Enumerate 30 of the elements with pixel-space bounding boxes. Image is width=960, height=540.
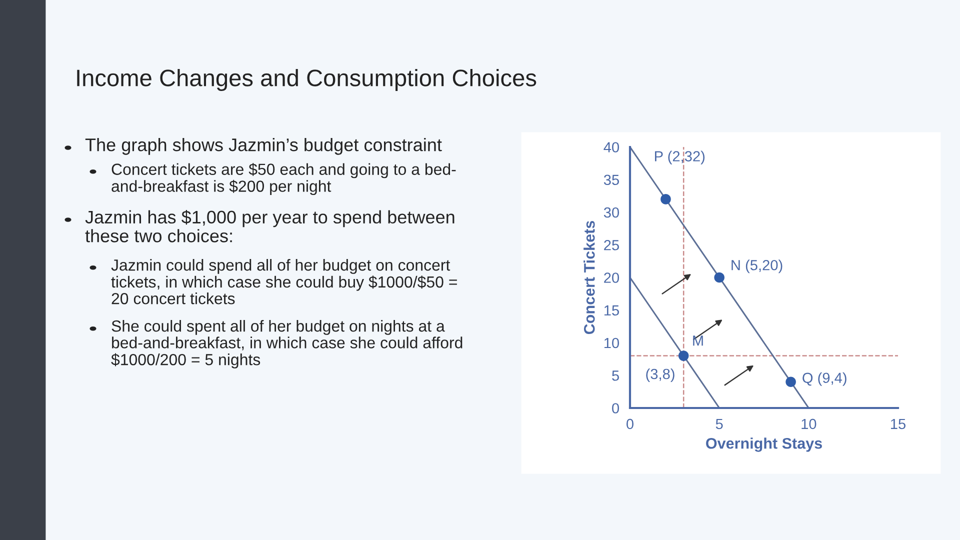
text: Jazmin could spend all of her budget on concert tickets, in which case she could buy $1000/$50 = 20 concert tickets [111,259,457,304]
text: Jazmin has $1,000 per year to spend between these two choices: [85,210,454,242]
x-tick-label: 15 [891,418,906,430]
point [678,350,689,361]
y-tick-label: 20 [604,272,620,283]
y-tick-label: 5 [612,370,619,381]
text: Income Changes and Consumption Choices [77,68,536,92]
y-tick-label: 15 [604,305,619,316]
y-tick-label: 0 [612,403,620,414]
text: The graph shows Jazmin’s budget constraint [85,138,442,155]
x-axis-title: Overnight Stays [706,438,822,452]
annotation: Q (9,4) [802,372,846,386]
y-tick-label: 30 [604,207,620,218]
y-axis-title: Concert Tickets [584,220,595,334]
x-tick-label: 0 [626,418,634,430]
annotation: (3,8) [646,368,674,382]
annotation: N (5,20) [732,260,782,274]
annotation: P (2,32) [655,150,705,164]
point [786,376,796,388]
text: She could spent all of her budget on nights at a bed-and-breakfast, in which case she could afford $1000/200 = 5 nights [111,320,462,368]
y-tick-label: 10 [604,338,620,348]
text: Concert tickets are $50 each and going to a bed- and-breakfast is $200 per night [112,163,456,196]
x-tick-label: 10 [802,418,816,430]
y-tick-label: 40 [604,142,620,152]
x-tick-label: 5 [716,418,723,430]
y-tick-label: 25 [604,240,619,250]
annotation: M [693,336,703,346]
point [660,194,671,204]
y-tick-label: 35 [604,174,619,186]
point [714,272,724,283]
